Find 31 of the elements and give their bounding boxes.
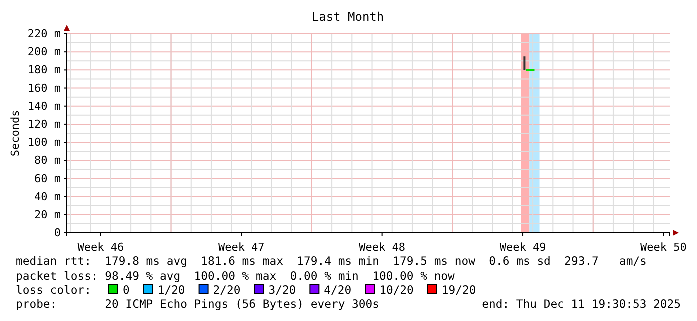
x-tick-label: Week 46 — [78, 241, 124, 254]
text: loss color: — [16, 283, 92, 297]
text: packet loss: 98.49 % avg 100.00 % max 0.00 % min 100.00 % now — [16, 269, 456, 283]
x-tick-label: Week 49 — [500, 241, 546, 254]
y-tick-label: 100 m — [28, 136, 62, 150]
x-tick-label: Week 48 — [359, 241, 406, 254]
y-tick-label: 60 m — [34, 172, 62, 186]
y-axis-title: Seconds — [9, 110, 22, 157]
y-tick-label: 180 m — [28, 64, 62, 77]
legend-label: 10/20 — [380, 283, 414, 297]
legend-label: 1/20 — [158, 283, 186, 297]
y-tick-label: 0 — [54, 226, 61, 240]
y-tick-label: 160 m — [28, 82, 62, 95]
legend-label: 2/20 — [213, 283, 241, 297]
text: median rtt: 179.8 ms avg 181.6 ms max 179.4 ms min 179.5 ms now 0.6 ms sd 293.7 am/s — [16, 254, 647, 268]
y-tick-label: 80 m — [34, 154, 62, 168]
x-tick-label: Week 47 — [218, 241, 265, 254]
legend-label: 3/20 — [268, 283, 296, 297]
y-tick-label: 140 m — [28, 100, 62, 113]
legend-label: 0 — [123, 283, 130, 297]
x-tick-label: Week 50 — [640, 241, 687, 254]
y-tick-label: 40 m — [34, 190, 62, 204]
y-tick-label: 220 m — [28, 28, 62, 41]
legend-label: 19/20 — [442, 283, 476, 297]
y-tick-label: 20 m — [34, 208, 62, 222]
legend-label: 4/20 — [324, 283, 352, 297]
y-tick-label: 120 m — [28, 118, 62, 131]
text: probe: 20 ICMP Echo Pings (56 Bytes) every 300s — [16, 297, 380, 311]
chart-title: Last Month — [312, 10, 384, 24]
text: end: Thu Dec 11 19:30:53 2025 — [482, 297, 681, 311]
y-tick-label: 200 m — [28, 46, 62, 59]
